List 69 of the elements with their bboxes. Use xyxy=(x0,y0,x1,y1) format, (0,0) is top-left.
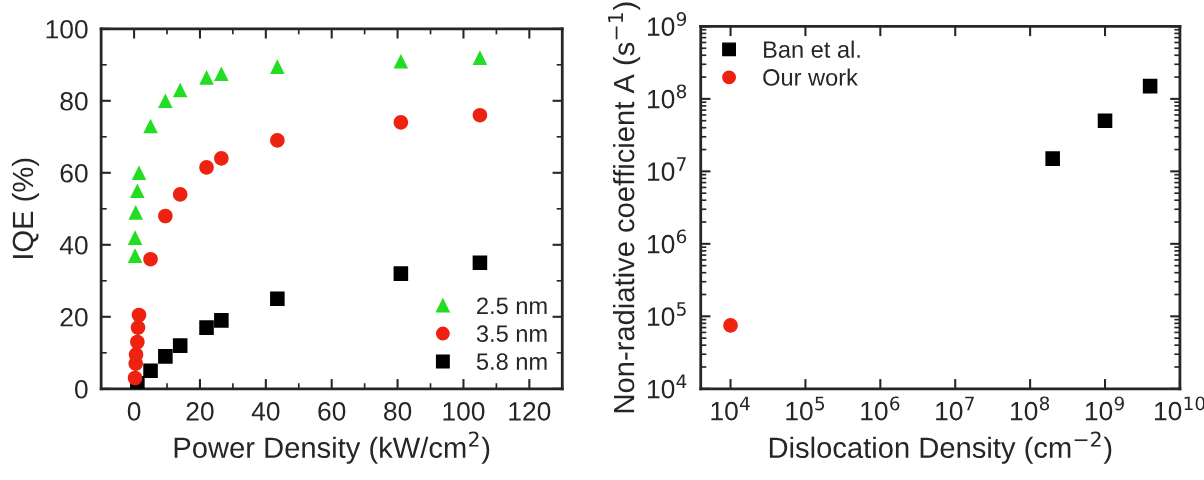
y-tick-label: 0 xyxy=(74,379,88,399)
point xyxy=(214,313,229,328)
x-tick-label: 10$^{8}$ xyxy=(1011,396,1050,421)
point xyxy=(130,183,145,199)
y-tick-label: 10$^{6}$ xyxy=(648,229,687,254)
y-tick-label: 80 xyxy=(60,91,88,111)
point xyxy=(472,255,488,271)
y-tick-label: 10$^{9}$ xyxy=(648,11,687,37)
legend-label: 3.5 nm xyxy=(476,325,547,343)
y-tick-label: 60 xyxy=(60,163,88,183)
point xyxy=(131,165,147,181)
x-tick-label: 40 xyxy=(251,402,280,421)
point xyxy=(143,118,158,134)
y-tick-label: 40 xyxy=(59,235,88,255)
point xyxy=(393,53,409,69)
y-tick-label: 20 xyxy=(60,307,88,327)
point xyxy=(270,59,285,74)
x-axis-title: Power Density (kW/cm$^{2}$) xyxy=(174,431,490,464)
point xyxy=(472,107,488,123)
point xyxy=(158,93,173,109)
point xyxy=(214,66,229,82)
point xyxy=(143,251,158,267)
y-tick-label: 10$^{4}$ xyxy=(648,374,687,399)
y-tick-label: 10$^{5}$ xyxy=(648,302,686,326)
point xyxy=(158,208,173,224)
x-tick-label: 10$^{10}$ xyxy=(1155,396,1204,421)
legend-label: 5.8 nm xyxy=(476,353,547,370)
y-axis-title: IQE (%) xyxy=(11,158,40,258)
x-tick-label: 10$^{9}$ xyxy=(1085,396,1124,421)
point xyxy=(127,370,143,386)
point xyxy=(127,230,143,245)
y-axis-title: Non-radiative coefficient A (s$^{−1}$) xyxy=(608,2,641,413)
point xyxy=(172,82,188,98)
x-tick-label: 20 xyxy=(186,402,214,421)
x-tick-label: 10$^{6}$ xyxy=(861,396,900,421)
y-tick-label: 10$^{7}$ xyxy=(648,157,686,181)
x-tick-label: 10$^{5}$ xyxy=(786,396,825,421)
point xyxy=(128,205,143,220)
x-tick-label: 60 xyxy=(318,402,346,421)
point xyxy=(214,151,229,166)
point xyxy=(158,349,173,364)
y-tick-label: 10$^{8}$ xyxy=(648,84,687,109)
point xyxy=(199,160,214,175)
point xyxy=(199,320,214,335)
point xyxy=(143,363,158,379)
x-tick-label: 100 xyxy=(443,402,485,421)
x-axis-title: Dislocation Density (cm$^{−2}$) xyxy=(769,431,1112,464)
legend-label: 2.5 nm xyxy=(477,297,547,315)
point xyxy=(393,266,409,281)
point xyxy=(130,334,145,350)
point xyxy=(472,50,488,65)
point xyxy=(172,338,188,353)
x-tick-label: 10$^{7}$ xyxy=(936,396,974,421)
legend-label: Ban et al. xyxy=(764,40,860,58)
y-tick-label: 100 xyxy=(46,19,88,39)
point xyxy=(131,307,147,323)
point xyxy=(393,115,409,130)
point xyxy=(270,133,285,148)
point xyxy=(127,248,143,263)
x-tick-label: 10$^{4}$ xyxy=(711,396,750,421)
point xyxy=(270,291,285,307)
x-tick-label: 0 xyxy=(127,402,141,421)
x-tick-label: 120 xyxy=(509,402,551,421)
point xyxy=(128,347,144,362)
point xyxy=(172,187,188,202)
point xyxy=(130,320,146,335)
x-tick-label: 80 xyxy=(384,402,412,421)
point xyxy=(199,70,214,85)
legend-label: Our work xyxy=(763,68,858,86)
